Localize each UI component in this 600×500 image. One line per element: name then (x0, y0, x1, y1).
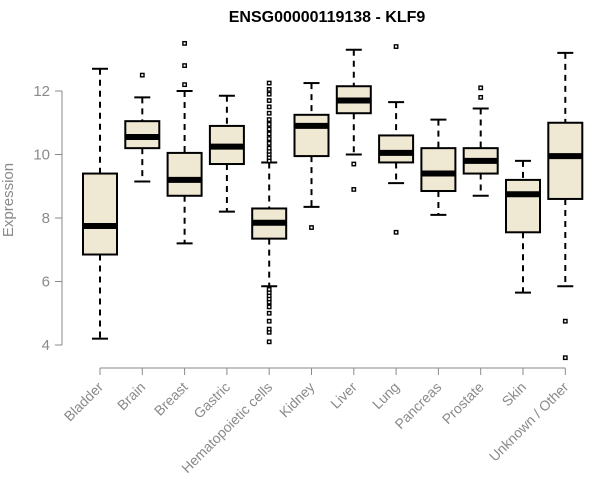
outlier-point (182, 82, 187, 88)
outlier-point (562, 355, 568, 361)
box (293, 113, 330, 158)
x-tick-label: Brain (114, 379, 148, 413)
y-tick-label: 12 (33, 83, 50, 100)
outlier-point (562, 318, 568, 324)
box (420, 147, 457, 193)
x-tick-label: Prostate (439, 379, 487, 427)
x-tick-label: Pancreas (391, 379, 444, 432)
outlier-point (266, 131, 272, 137)
boxplot-skin (505, 159, 541, 294)
boxplot-hematopoietic-cells (251, 80, 288, 345)
x-tick-label: Kidney (276, 379, 318, 421)
outlier-point (478, 85, 484, 91)
outlier-point (266, 287, 272, 292)
boxplot-bladder (82, 67, 118, 340)
y-axis-label: Expression (0, 163, 17, 237)
outlier-point (266, 91, 272, 97)
outlier-point (393, 44, 399, 49)
outlier-point (266, 117, 272, 122)
outlier-point (266, 136, 272, 142)
x-tick-label: Liver (327, 379, 360, 412)
y-tick-label: 4 (42, 337, 50, 354)
boxplot-unknown-other (547, 51, 584, 361)
outlier-point (182, 40, 187, 46)
outlier-point (266, 87, 272, 92)
boxplot-kidney (293, 82, 330, 230)
box (82, 172, 118, 256)
boxplot-brain (124, 72, 161, 183)
outlier-point (351, 187, 357, 192)
outlier-point (266, 121, 272, 127)
box (547, 121, 584, 200)
x-tick-label: Unknown / Other (486, 379, 572, 465)
outlier-point (266, 318, 272, 324)
outlier-point (266, 98, 272, 103)
outlier-point (266, 140, 272, 146)
outlier-point (139, 72, 145, 78)
plot-area (82, 40, 584, 361)
x-tick-label: Skin (499, 379, 530, 410)
y-tick-label: 6 (42, 274, 50, 291)
boxplot-prostate (462, 85, 499, 197)
y-axis: 4 6 8 10 12 (33, 83, 63, 354)
outlier-point (266, 145, 272, 151)
box (166, 151, 203, 197)
boxplot-breast (166, 40, 203, 245)
x-tick-label: Lung (369, 379, 402, 412)
x-tick-label: Bladder (61, 379, 107, 425)
outlier-point (266, 80, 272, 86)
outlier-point (266, 310, 272, 316)
outlier-point (266, 104, 272, 110)
outlier-point (478, 94, 484, 100)
y-tick-label: 8 (42, 210, 50, 227)
box (378, 134, 415, 164)
outlier-point (182, 63, 187, 69)
outlier-point (351, 161, 357, 167)
outlier-point (393, 229, 399, 235)
boxplot-gastric (208, 94, 245, 213)
x-tick-label: Breast (151, 379, 191, 419)
outlier-point (266, 126, 272, 132)
chart-title: ENSG00000119138 - KLF9 (229, 9, 426, 26)
outlier-point (266, 326, 272, 332)
boxplot-pancreas (420, 118, 457, 216)
outlier-point (266, 304, 272, 310)
box (505, 178, 541, 234)
boxplot-liver (335, 48, 372, 192)
boxplot-lung (378, 44, 415, 235)
outlier-point (266, 339, 272, 345)
y-tick-label: 10 (33, 147, 50, 164)
outlier-point (266, 110, 272, 116)
outlier-point (309, 225, 314, 230)
